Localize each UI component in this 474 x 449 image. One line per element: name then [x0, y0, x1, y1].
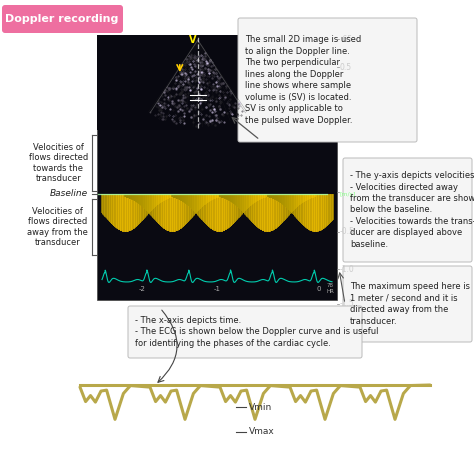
- Bar: [328, 113, 335, 122]
- Text: Doppler recording: Doppler recording: [5, 14, 118, 24]
- Text: Vmax: Vmax: [248, 427, 274, 436]
- Text: - The y-axis depicts velocities.
- Velocities directed away
from the transducer : - The y-axis depicts velocities. - Veloc…: [350, 171, 474, 249]
- Bar: [328, 87, 335, 96]
- Bar: [328, 78, 335, 87]
- Text: The small 2D image is used
to align the Doppler line.
The two perpendicular
line: The small 2D image is used to align the …: [245, 35, 361, 124]
- Text: .65: .65: [340, 35, 352, 44]
- Text: -2: -2: [138, 286, 146, 292]
- Bar: [328, 105, 335, 113]
- Text: 0.5: 0.5: [340, 62, 352, 71]
- Text: The maximum speed here is
1 meter / second and it is
directed away from the
tran: The maximum speed here is 1 meter / seco…: [350, 282, 470, 326]
- FancyBboxPatch shape: [2, 5, 123, 33]
- Text: -1.5: -1.5: [340, 299, 355, 308]
- Text: -1.0: -1.0: [340, 264, 355, 273]
- Text: Vmin: Vmin: [248, 402, 272, 411]
- Bar: [328, 69, 335, 78]
- Text: V: V: [189, 35, 197, 45]
- Bar: [328, 52, 335, 61]
- Text: [m/s]: [m/s]: [340, 192, 356, 197]
- Text: -1: -1: [213, 286, 220, 292]
- Text: Velocities of
flows directed
away from the
transducer: Velocities of flows directed away from t…: [27, 207, 88, 247]
- Bar: [97, 35, 337, 300]
- Bar: [328, 43, 335, 52]
- Text: 0: 0: [317, 286, 321, 292]
- Bar: [328, 96, 335, 105]
- FancyBboxPatch shape: [238, 18, 417, 142]
- FancyBboxPatch shape: [128, 306, 362, 358]
- Bar: [97, 35, 337, 130]
- Bar: [328, 61, 335, 69]
- Text: - The x-axis depicts time.
- The ECG is shown below the Doppler curve and is use: - The x-axis depicts time. - The ECG is …: [135, 316, 379, 348]
- Text: -0.5: -0.5: [340, 228, 355, 237]
- Text: Velocities of
flows directed
towards the
transducer: Velocities of flows directed towards the…: [29, 143, 88, 183]
- FancyBboxPatch shape: [343, 158, 472, 262]
- Text: Baseline: Baseline: [50, 189, 88, 198]
- FancyBboxPatch shape: [343, 266, 472, 342]
- Text: 78
HR: 78 HR: [326, 283, 334, 294]
